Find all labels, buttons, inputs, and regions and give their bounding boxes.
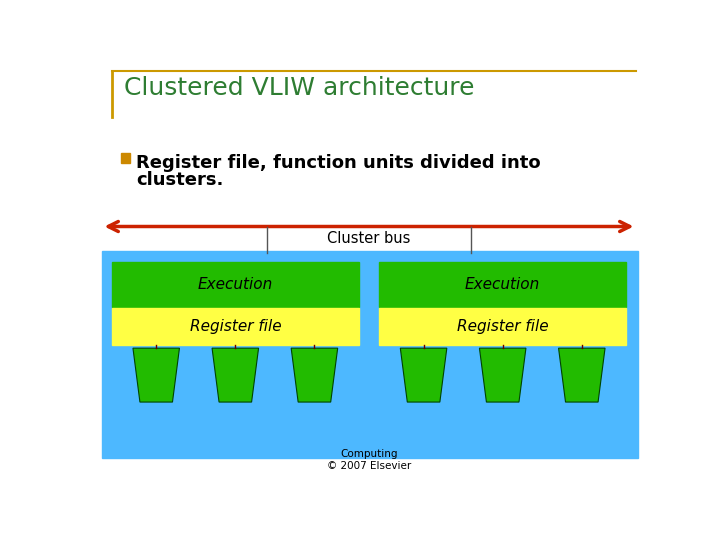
Bar [379, 262, 626, 307]
Polygon shape [133, 348, 179, 402]
Bar [112, 308, 359, 345]
Bar [102, 251, 638, 457]
Text: Register file: Register file [457, 319, 549, 334]
Text: Computing
© 2007 Elsevier: Computing © 2007 Elsevier [327, 449, 411, 470]
Polygon shape [559, 348, 605, 402]
Text: Execution: Execution [465, 276, 540, 292]
Text: Register file, function units divided into: Register file, function units divided in… [137, 154, 541, 172]
Text: Cluster bus: Cluster bus [328, 231, 410, 246]
Text: Register file: Register file [189, 319, 281, 334]
Polygon shape [291, 348, 338, 402]
Bar [379, 308, 626, 345]
Text: Execution: Execution [198, 276, 273, 292]
Bar [112, 262, 359, 307]
Bar [379, 262, 626, 446]
Polygon shape [480, 348, 526, 402]
Bar [112, 262, 359, 446]
Polygon shape [400, 348, 447, 402]
Polygon shape [212, 348, 258, 402]
Text: clusters.: clusters. [137, 171, 224, 189]
Text: Clustered VLIW architecture: Clustered VLIW architecture [124, 76, 474, 100]
Bar [121, 153, 130, 163]
